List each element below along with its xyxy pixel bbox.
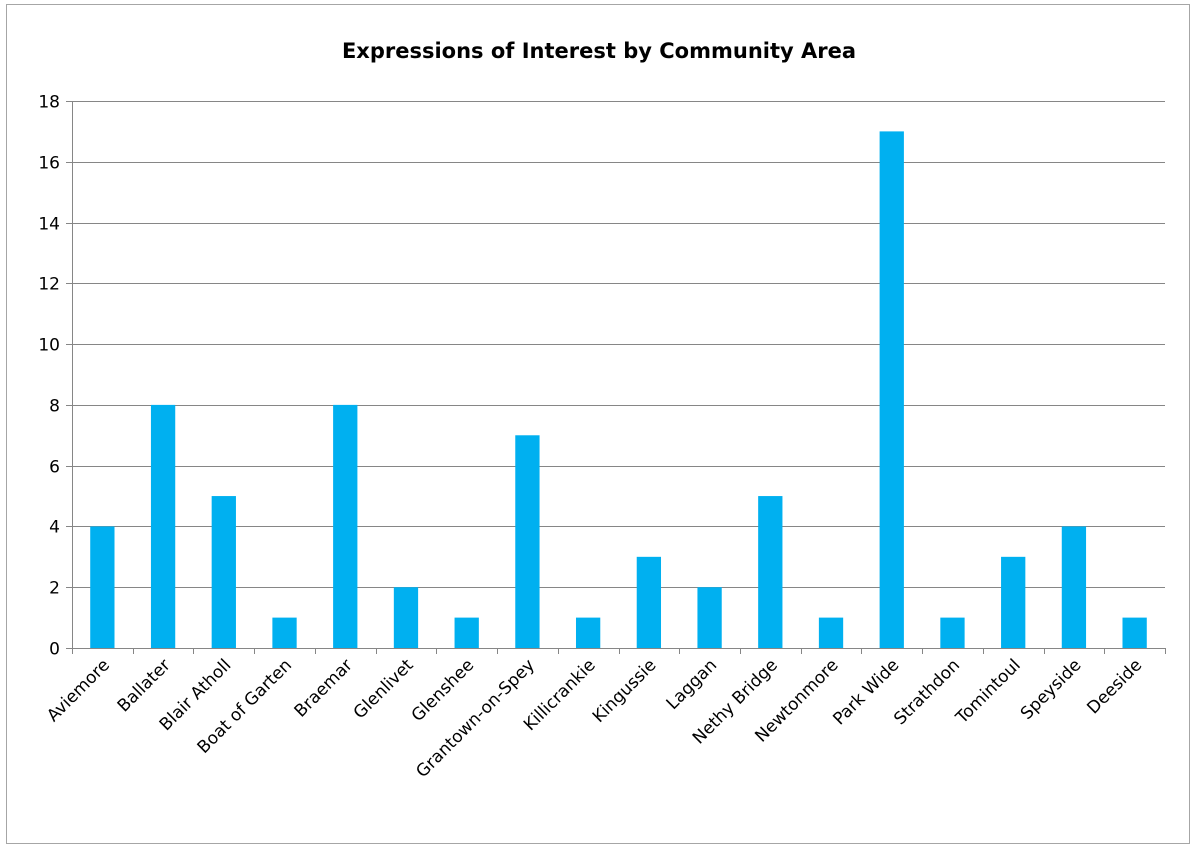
y-tick-label: 0 [49, 640, 60, 660]
bar [818, 617, 844, 648]
bar [1001, 556, 1026, 648]
y-tick-label: 6 [49, 458, 60, 478]
bar [272, 617, 297, 648]
x-tick-label: Grantown-on-Spey [412, 655, 539, 782]
bar [940, 617, 965, 648]
bars [90, 131, 1147, 648]
bar [758, 496, 783, 648]
y-tick-label: 2 [49, 579, 60, 599]
x-tick-label: Deeside [1083, 655, 1146, 718]
x-tick-label: Strathdon [890, 655, 964, 729]
y-tick-label: 14 [38, 215, 60, 235]
bar [879, 131, 904, 648]
bar [333, 404, 358, 648]
bar [575, 617, 601, 648]
bar [90, 526, 115, 648]
bar [1122, 617, 1147, 648]
bar [697, 587, 722, 648]
y-tick-labels: 0 2 4 6 8 10 12 14 16 18 [38, 93, 60, 660]
x-tick-label: Ballater [114, 655, 175, 716]
bar [636, 556, 662, 648]
gridlines [66, 101, 1165, 649]
y-tick-label: 4 [49, 518, 60, 538]
bar [1061, 526, 1087, 648]
x-tick-label: Kingussie [589, 655, 660, 726]
x-tick-label: Speyside [1017, 655, 1086, 724]
bar [211, 496, 236, 648]
y-tick-label: 8 [49, 397, 60, 417]
x-tick-label: Laggan [663, 655, 721, 713]
y-tick-label: 12 [38, 275, 60, 295]
axes [72, 101, 1166, 654]
y-tick-label: 18 [38, 93, 60, 113]
bar [454, 617, 479, 648]
chart-frame [6, 4, 1190, 844]
bar [393, 587, 419, 648]
y-tick-label: 16 [38, 154, 60, 174]
y-tick-label: 10 [38, 336, 60, 356]
chart-title: Expressions of Interest by Community Are… [342, 39, 856, 63]
bar [150, 404, 176, 648]
x-tick-label: Braemar [291, 655, 357, 721]
x-tick-label: Aviemore [43, 655, 114, 726]
bar [515, 435, 540, 648]
x-tick-label: Tomintoul [952, 655, 1025, 728]
